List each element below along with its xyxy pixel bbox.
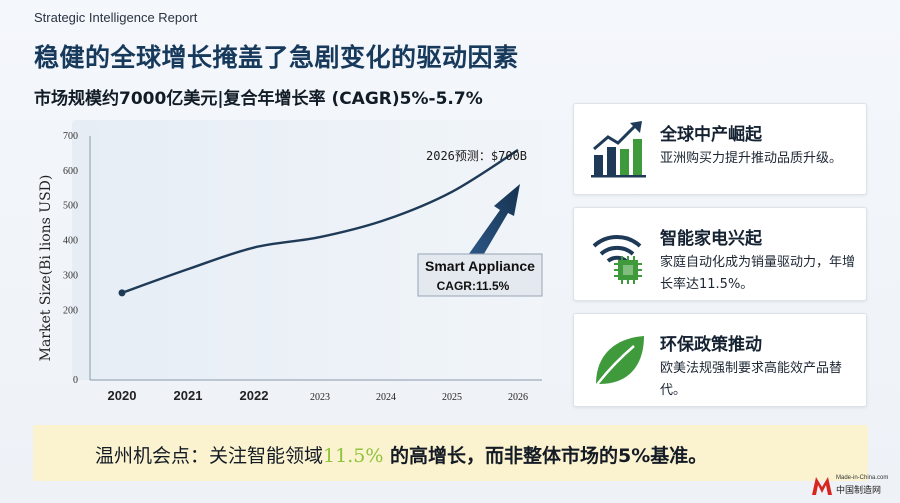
x-tick-label: 2026 bbox=[508, 392, 528, 403]
card-desc: 欧美法规强制要求高能效产品替代。 bbox=[660, 361, 843, 398]
card-title: 全球中产崛起 bbox=[660, 125, 762, 145]
y-tick-label: 500 bbox=[63, 201, 78, 212]
growth-arrow bbox=[466, 184, 520, 264]
banner-suffix: 的高增长，而非整体市场的5%基准。 bbox=[383, 445, 708, 467]
y-axis-label: Market Size(Bi lions USD) bbox=[38, 175, 54, 362]
made-in-china-logo-icon bbox=[812, 477, 832, 495]
y-tick-label: 600 bbox=[63, 166, 78, 177]
series-line bbox=[121, 148, 519, 294]
bar-chart-growth-icon bbox=[591, 121, 646, 178]
y-tick-label: 700 bbox=[63, 131, 78, 142]
made-in-china-watermark: Made-in-China.com 中国制造网 bbox=[810, 473, 892, 499]
data-points bbox=[118, 289, 126, 297]
banner-text: 温州机会点：关注智能领域11.5% 的高增长，而非整体市场的5%基准。 bbox=[95, 441, 707, 468]
wifi-chip-icon bbox=[592, 235, 642, 284]
report-label: Strategic Intelligence Report bbox=[34, 10, 198, 25]
forecast-annotation: 2026预测：$700B bbox=[426, 149, 527, 163]
card-title: 环保政策推动 bbox=[660, 335, 762, 355]
leaf-icon bbox=[595, 336, 644, 387]
banner-prefix: 温州机会点：关注智能领域 bbox=[95, 445, 324, 467]
x-tick-labels: 2020 2021 2022 2023 2024 2025 2026 bbox=[108, 388, 528, 403]
y-tick-labels: 0 200 300 400 500 600 700 bbox=[63, 131, 78, 386]
page-title: 稳健的全球增长掩盖了急剧变化的驱动因素 bbox=[34, 43, 519, 72]
x-tick-label: 2022 bbox=[240, 388, 269, 403]
opportunity-banner: 温州机会点：关注智能领域11.5% 的高增长，而非整体市场的5%基准。 bbox=[33, 425, 868, 481]
y-tick-label: 300 bbox=[63, 270, 78, 281]
banner-highlight: 11.5% bbox=[323, 445, 384, 467]
watermark-top: Made-in-China.com bbox=[836, 475, 889, 481]
card-eco-policy: 环保政策推动 欧美法规强制要求高能效产品替代。 bbox=[573, 313, 867, 407]
callout-title: Smart Appliance bbox=[425, 258, 535, 274]
card-middle-class: 全球中产崛起 亚洲购买力提升推动品质升级。 bbox=[573, 103, 867, 195]
y-tick-label: 400 bbox=[63, 236, 78, 247]
x-tick-label: 2025 bbox=[442, 392, 462, 403]
card-title: 智能家电兴起 bbox=[660, 229, 762, 249]
watermark-bottom: 中国制造网 bbox=[836, 486, 882, 496]
data-point bbox=[118, 289, 126, 297]
callout-box bbox=[417, 253, 543, 297]
x-tick-label: 2020 bbox=[108, 388, 137, 403]
y-tick-label: 200 bbox=[63, 305, 78, 316]
card-smart-appliance: 智能家电兴起 家庭自动化成为销量驱动力，年增长率达11.5%。 bbox=[573, 207, 867, 301]
y-tick-label: 0 bbox=[73, 375, 78, 386]
x-tick-label: 2023 bbox=[310, 392, 330, 403]
callout-subtitle: CAGR:11.5% bbox=[437, 279, 510, 293]
page-subtitle: 市场规模约7000亿美元|复合年增长率 (CAGR)5%-5.7% bbox=[34, 89, 483, 109]
x-tick-label: 2024 bbox=[376, 392, 396, 403]
chart-svg: 0 200 300 400 500 600 700 2020 2021 2022 2023 2024… bbox=[38, 120, 543, 403]
card-desc: 亚洲购买力提升推动品质升级。 bbox=[660, 151, 843, 166]
market-size-chart: 0 200 300 400 500 600 700 2020 2021 2022 2023 2024… bbox=[20, 118, 560, 420]
x-tick-label: 2021 bbox=[174, 388, 203, 403]
plot-background bbox=[72, 120, 542, 380]
card-desc: 家庭自动化成为销量驱动力，年增长率达11.5%。 bbox=[660, 255, 856, 292]
